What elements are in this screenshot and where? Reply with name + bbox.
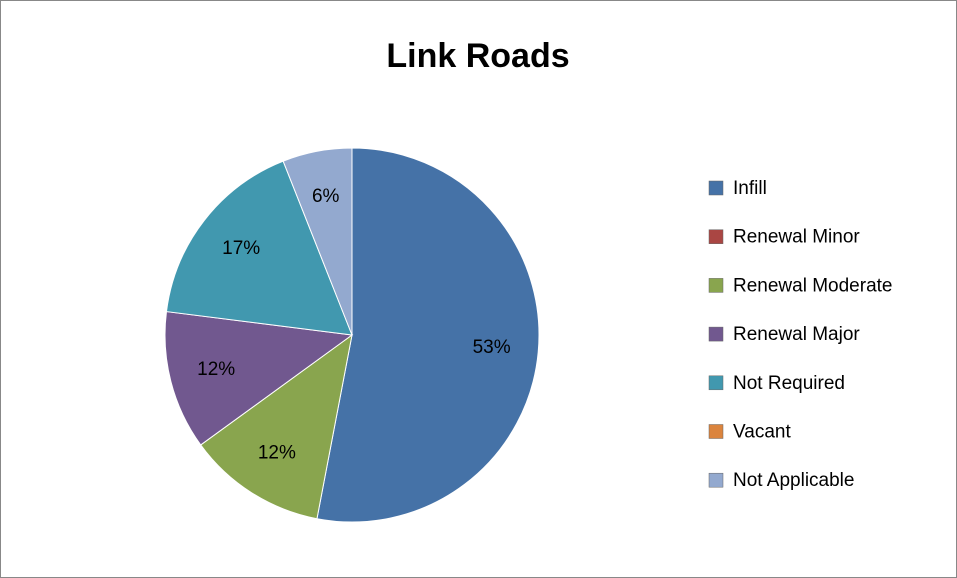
legend-swatch (708, 472, 724, 488)
legend-label: Vacant (733, 422, 791, 443)
legend-label: Renewal Minor (733, 227, 860, 248)
data-label: 6% (312, 186, 340, 207)
legend-swatch (708, 375, 724, 391)
chart-title: Link Roads (386, 37, 569, 75)
legend-swatch (708, 180, 724, 196)
pie-slice (164, 311, 354, 446)
data-label: 12% (197, 359, 235, 380)
pie-slice (316, 147, 540, 523)
legend-swatch (708, 424, 724, 439)
legend-label: Not Required (733, 373, 845, 394)
data-label: 17% (222, 238, 260, 259)
legend-swatch (708, 229, 724, 244)
legend-swatch (708, 326, 724, 342)
data-label: 53% (473, 337, 511, 358)
legend-label: Renewal Major (733, 324, 860, 345)
legend-swatch (708, 278, 724, 293)
pie-slice (282, 147, 353, 336)
legend-label: Infill (733, 178, 767, 199)
data-label: 12% (258, 442, 296, 463)
legend-label: Renewal Moderate (733, 275, 892, 296)
pie-slice (200, 333, 353, 520)
legend-label: Not Applicable (733, 470, 854, 491)
pie-slice (165, 160, 353, 336)
